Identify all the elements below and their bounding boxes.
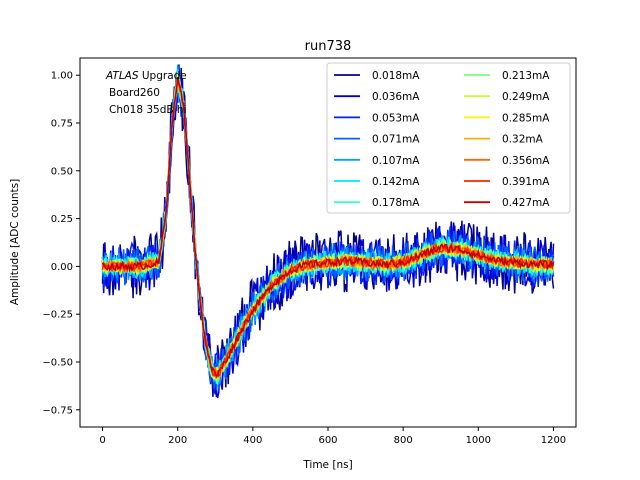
y-tick-label: 1.00: [51, 71, 73, 82]
legend-label-9: 0.285mA: [502, 112, 550, 124]
svg-text:ATLAS Upgrade: ATLAS Upgrade: [105, 70, 187, 82]
y-tick-label: 0.50: [51, 166, 73, 177]
y-tick-label: 0.00: [51, 262, 73, 273]
legend-label-10: 0.32mA: [502, 134, 544, 146]
y-tick-label: −0.25: [42, 310, 73, 321]
legend-label-0: 0.018mA: [372, 70, 420, 82]
x-tick-label: 800: [394, 435, 413, 446]
annotation-upgrade: Upgrade: [139, 70, 187, 82]
y-tick-label: −0.75: [42, 405, 73, 416]
legend-label-1: 0.036mA: [372, 91, 420, 103]
y-axis-label: Amplitude [ADC counts]: [9, 179, 21, 305]
x-axis-label: Time [ns]: [302, 459, 352, 471]
chart-title: run738: [305, 39, 352, 54]
axis-ticks: 0 200 400 600 800 1000 1200 −0.75 −0.50 −0.25 0.00…: [42, 71, 566, 446]
x-tick-label: 0: [99, 435, 105, 446]
series-line-3: [101, 71, 555, 391]
x-tick-label: 600: [318, 435, 337, 446]
y-tick-label: 0.75: [51, 119, 73, 130]
annotation-board: Board260: [109, 87, 160, 99]
annotation-channel: Ch018 35dB hi: [109, 104, 187, 116]
legend-label-11: 0.356mA: [502, 155, 550, 167]
y-tick-label: −0.50: [42, 357, 73, 368]
x-tick-label: 400: [243, 435, 262, 446]
legend-label-3: 0.071mA: [372, 134, 420, 146]
legend-label-13: 0.427mA: [502, 197, 550, 209]
legend-label-12: 0.391mA: [502, 176, 550, 188]
x-tick-label: 1000: [466, 435, 491, 446]
annotation-atlas: ATLAS: [105, 70, 139, 82]
legend-label-2: 0.053mA: [372, 112, 420, 124]
x-tick-label: 200: [168, 435, 187, 446]
y-tick-label: 0.25: [51, 214, 73, 225]
legend-label-8: 0.249mA: [502, 91, 550, 103]
legend-label-5: 0.142mA: [372, 176, 420, 188]
legend-label-7: 0.213mA: [502, 70, 550, 82]
legend-label-6: 0.178mA: [372, 197, 420, 209]
x-tick-label: 1200: [541, 435, 566, 446]
annotation: ATLAS Upgrade Board260 Ch018 35dB hi: [105, 70, 187, 116]
legend-box: [326, 62, 571, 214]
legend: 0.018mA 0.036mA 0.053mA 0.071mA 0.107mA 0.142…: [326, 62, 571, 214]
legend-label-4: 0.107mA: [372, 155, 420, 167]
series-line-13: [101, 76, 555, 377]
plot-area: [101, 64, 555, 399]
